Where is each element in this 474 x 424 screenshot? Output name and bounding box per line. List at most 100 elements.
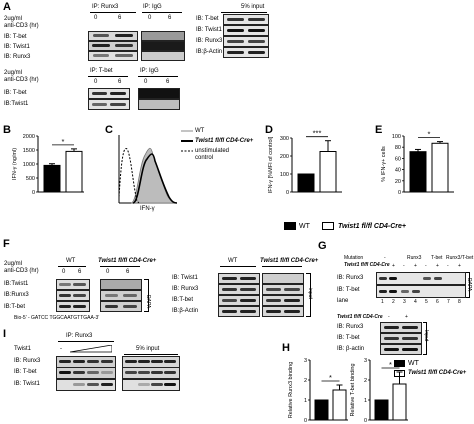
mut-group: Runx3 — [407, 255, 422, 261]
panel-a-cond-1b: 2ug/ml — [4, 70, 23, 76]
time-6: 6 — [118, 15, 122, 21]
y-tick-label: 3 — [304, 358, 307, 364]
bar-ko — [65, 150, 83, 193]
mut-group: Runx3/T-bet — [446, 255, 474, 261]
ib-label: IB: Runx3 — [196, 38, 223, 44]
bar-ko — [319, 151, 337, 193]
blot-image — [56, 290, 90, 301]
significance-stars: * — [62, 137, 65, 146]
blot-image — [138, 88, 180, 99]
legend-swatch-wt — [394, 360, 405, 367]
lane-number: 2 — [392, 299, 395, 305]
legend-control: control — [195, 155, 214, 161]
y-tick-label: 300 — [280, 136, 289, 142]
bar-wt — [314, 399, 329, 421]
y-tick-label: 500 — [26, 176, 35, 182]
blot-image — [376, 285, 466, 298]
panel-a-ip-igg-2: IP: IgG — [140, 68, 159, 74]
mut-group: T-bet — [431, 255, 443, 261]
y-tick-label: 1500 — [23, 148, 35, 154]
lane-number: 4 — [414, 299, 417, 305]
panel-h-chart-runx3: 0 1 2 3 Relative Runx3 binding * — [288, 358, 348, 424]
ib-label: IB: T-bet — [337, 335, 360, 341]
genotype-sign: - — [447, 263, 449, 269]
mut-group: - — [384, 255, 386, 261]
ib-label: IB: Runx3 — [14, 358, 41, 364]
panel-h-chart-tbet: 0 1 2 3 Relative T-bet binding * — [350, 358, 408, 424]
ib-label: IB: T-bet — [4, 34, 27, 40]
y-axis-label: % IFN-γ+ cells — [381, 146, 387, 182]
bar-wt — [297, 173, 315, 193]
lane-number: 7 — [447, 299, 450, 305]
ib-label: IB: Twist1 — [172, 275, 198, 281]
time-0: 0 — [62, 269, 66, 275]
ib-label: IB:β-Actin — [196, 49, 223, 55]
lane-number: 1 — [381, 299, 384, 305]
ib-label: IB:β-Actin — [172, 308, 199, 314]
legend-ko-label: Twist1 fl/fl CD4-Cre+ — [338, 223, 407, 230]
y-tick-label: 20 — [395, 179, 401, 185]
genotype2-label: Twist1 fl/fl CD4-Cre — [337, 314, 383, 320]
blot-image — [141, 51, 185, 61]
time-0: 0 — [148, 15, 152, 21]
panel-b-chart: 0 500 1000 1500 2000 IFN-γ (ng/ml) * — [12, 134, 84, 196]
y-tick-label: 0 — [364, 418, 367, 424]
y-tick-label: 1000 — [23, 162, 35, 168]
ib-label: IB: T-bet — [196, 16, 219, 22]
panel-a-input: 5% input — [241, 4, 265, 10]
panel-g-letter: G — [318, 240, 327, 252]
twist-label: Twist1 — [14, 346, 32, 352]
y-axis-label: IFN-γ (ng/ml) — [12, 148, 18, 180]
blot-image — [88, 41, 138, 51]
blot-image — [88, 99, 130, 110]
time-6: 6 — [118, 79, 122, 85]
ib-label: IB: Twist1 — [4, 44, 30, 50]
blot-image — [223, 14, 269, 25]
blot-image — [218, 306, 260, 317]
y-tick-label: 2000 — [23, 134, 35, 140]
panel-f-cond-2: anti-CD3 (hr) — [4, 268, 39, 274]
panel-c-letter: C — [105, 124, 113, 136]
genotype-label: Twist1 fl/fl CD4-Cre — [344, 262, 390, 268]
ib-label: IB:T-bet — [172, 297, 194, 303]
legend-ko: Twist1 fl/fl CD4-Cre+ — [195, 138, 254, 144]
panel-i-ip: IP: Runx3 — [66, 333, 93, 339]
time-6: 6 — [78, 269, 82, 275]
significance-stars: *** — [313, 129, 322, 138]
ib-label: IB: Runx3 — [337, 275, 364, 281]
blot-image — [223, 36, 269, 47]
panel-a-ip-tbet: IP: T-bet — [90, 68, 113, 74]
panel-f-letter: F — [3, 238, 10, 250]
panel-a-ip-igg: IP: IgG — [143, 4, 162, 10]
panel-i-input: 5% input — [136, 346, 160, 352]
blot-image — [100, 279, 142, 290]
lane-number: 5 — [425, 299, 428, 305]
panel-c-histogram — [118, 130, 193, 204]
sign: - — [388, 314, 390, 320]
dapa-bracket — [144, 279, 149, 312]
legend-wt-label: WT — [408, 360, 419, 367]
time-0: 0 — [106, 269, 110, 275]
dapa-bracket — [466, 272, 470, 298]
ib-label: IB: Twist1 — [14, 381, 40, 387]
genotype-sign: - — [381, 263, 383, 269]
y-tick-label: 0 — [398, 190, 401, 196]
y-axis-label: Relative Runx3 binding — [288, 362, 294, 419]
time-0: 0 — [94, 79, 98, 85]
bar-ko — [392, 383, 407, 421]
genotype-sign: - — [425, 263, 427, 269]
bar-ko — [431, 142, 449, 193]
blot-image — [218, 295, 260, 306]
panel-f-ko-2: Twist1 fl/fl CD4-Cre+ — [260, 258, 319, 264]
lane-number: 3 — [403, 299, 406, 305]
blot-image — [141, 41, 185, 51]
blot-image — [122, 379, 180, 391]
blot-image — [56, 379, 116, 391]
y-tick-label: 40 — [395, 168, 401, 174]
lane-number: 6 — [436, 299, 439, 305]
dapa-label: DAPA — [466, 278, 472, 292]
blot-image — [380, 322, 422, 333]
panel-a-cond-2b: anti-CD3 (hr) — [4, 77, 39, 83]
blot-image — [218, 273, 260, 284]
input-bracket — [306, 273, 311, 317]
